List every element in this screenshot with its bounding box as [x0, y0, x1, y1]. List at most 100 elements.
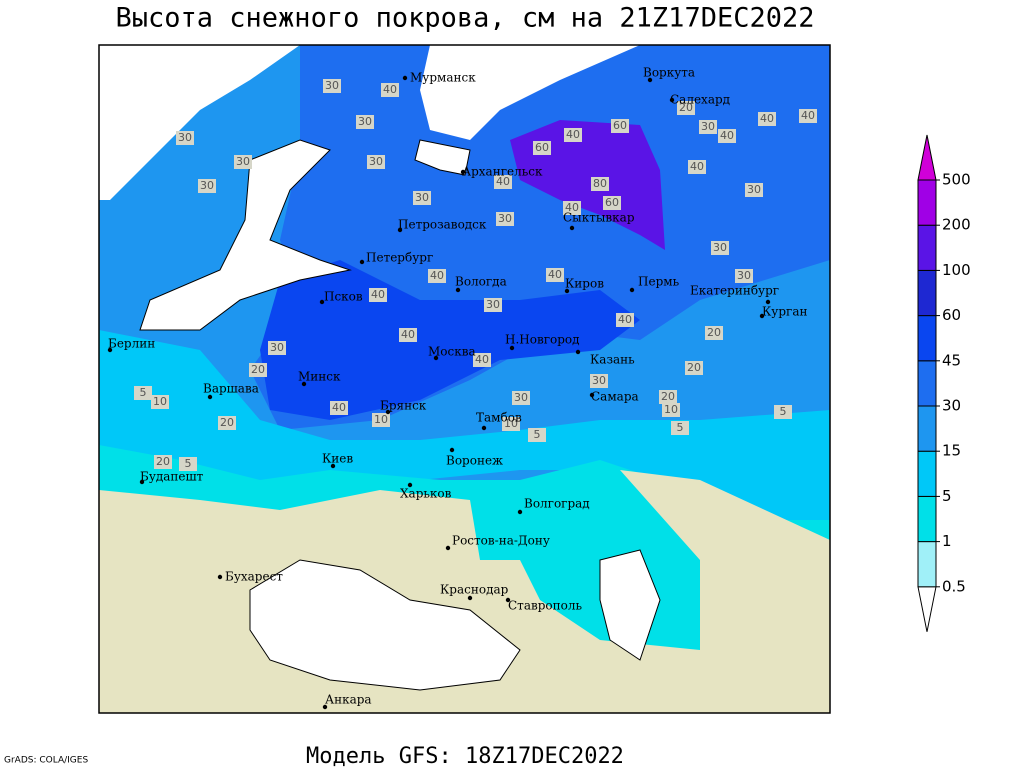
city-label: Минск [298, 370, 341, 384]
contour-label-bg [677, 101, 695, 115]
contour-label: 60 [535, 141, 549, 154]
contour-label: 30 [713, 241, 727, 254]
credit: GrADS: COLA/IGES [4, 756, 88, 766]
caspian-sea [599, 549, 661, 661]
contour-label-bg [705, 326, 723, 340]
contour-label-bg [718, 129, 736, 143]
contour-label-bg [179, 457, 197, 471]
contour-label-bg [512, 391, 530, 405]
contour-label-bg [758, 112, 776, 126]
contour-label-bg [496, 212, 514, 226]
city-label: Салехард [670, 93, 730, 107]
city-dot [509, 345, 515, 351]
city-dot [397, 227, 403, 233]
contour-label-bg [603, 196, 621, 210]
baltic-sea [139, 139, 352, 331]
norwegian-sea [99, 45, 300, 200]
city-label: Петрозаводск [398, 218, 487, 232]
city-dot [217, 574, 223, 580]
contour-label-bg [774, 405, 792, 419]
city-dot [207, 394, 213, 400]
contour-label: 30 [415, 191, 429, 204]
city-label: Бухарест [225, 570, 283, 584]
city-dot [517, 509, 523, 515]
contour-label-bg [616, 313, 634, 327]
contour-label: 30 [358, 115, 372, 128]
city-label: Краснодар [440, 583, 509, 597]
contour-label-bg [268, 341, 286, 355]
contour-label: 20 [687, 361, 701, 374]
contour-label-bg [591, 177, 609, 191]
city-dot [433, 355, 439, 361]
city-dot [139, 479, 145, 485]
colorbar-label: 15 [942, 442, 961, 460]
city-dot [765, 299, 771, 305]
contour-label-bg [323, 79, 341, 93]
contour-label: 20 [251, 363, 265, 376]
contour-label: 10 [374, 413, 388, 426]
city-dot [575, 349, 581, 355]
city-label: Пермь [638, 275, 680, 289]
city-dot [455, 287, 461, 293]
contour-label-bg [399, 328, 417, 342]
colorbar-extend-low [917, 586, 937, 632]
contour-label-bg [799, 109, 817, 123]
city-label: Воркута [643, 66, 695, 80]
contour-label: 5 [677, 421, 684, 434]
contour-label: 40 [371, 288, 385, 301]
contour-label-bg [528, 428, 546, 442]
contour-label-bg [685, 361, 703, 375]
colorbar-label: 5 [942, 487, 952, 505]
contour-label: 80 [593, 177, 607, 190]
contour-label: 30 [236, 155, 250, 168]
contour-label: 30 [747, 183, 761, 196]
map: 30 40 30 30 30 30 30 30 40 30 40 60 60 80 40 60 20 30 40 40… [98, 44, 831, 714]
contour-label-bg [484, 298, 502, 312]
colorbar-segment [917, 179, 937, 226]
city-dot [467, 595, 473, 601]
contour-label-bg [134, 386, 152, 400]
contour-label-bg [711, 241, 729, 255]
city-label: Сыктывкар [563, 211, 635, 225]
snow-45-60 [260, 260, 640, 420]
city-label: Ростов-на-Дону [452, 534, 550, 548]
contour-label: 30 [486, 298, 500, 311]
contour-label: 10 [664, 403, 678, 416]
city-dot [319, 299, 325, 305]
contour-label-bg [234, 155, 252, 169]
city-dot [669, 97, 675, 103]
city-label: Киев [322, 452, 353, 466]
colorbar-label: 60 [942, 306, 961, 324]
contour-label-bg [151, 395, 169, 409]
contour-label: 30 [592, 374, 606, 387]
city-label: Варшава [203, 382, 259, 396]
contour-label: 40 [760, 112, 774, 125]
contour-label: 40 [565, 201, 579, 214]
colorbar-segment [917, 269, 937, 317]
contour-label: 20 [679, 101, 693, 114]
contour-label: 40 [801, 109, 815, 122]
colorbar-label: 30 [942, 397, 961, 415]
colorbar-segment [917, 450, 937, 497]
contour-label-bg [659, 390, 677, 404]
white-sea [414, 139, 471, 176]
contour-label-bg [546, 268, 564, 282]
city-label: Волгоград [524, 497, 590, 511]
contour-label-bg [662, 403, 680, 417]
colorbar-label: 45 [942, 351, 961, 369]
contour-label-bg [413, 191, 431, 205]
contour-label: 40 [618, 313, 632, 326]
contour-label-bg [473, 353, 491, 367]
black-sea [249, 559, 521, 691]
contour-label: 20 [707, 326, 721, 339]
contour-label-bg [198, 179, 216, 193]
contour-label: 30 [514, 391, 528, 404]
city-dot [505, 597, 511, 603]
city-dot [322, 704, 328, 710]
contour-label-bg [367, 155, 385, 169]
contour-label-bg [176, 131, 194, 145]
city-dot [449, 447, 455, 453]
city-label: Брянск [380, 399, 427, 413]
